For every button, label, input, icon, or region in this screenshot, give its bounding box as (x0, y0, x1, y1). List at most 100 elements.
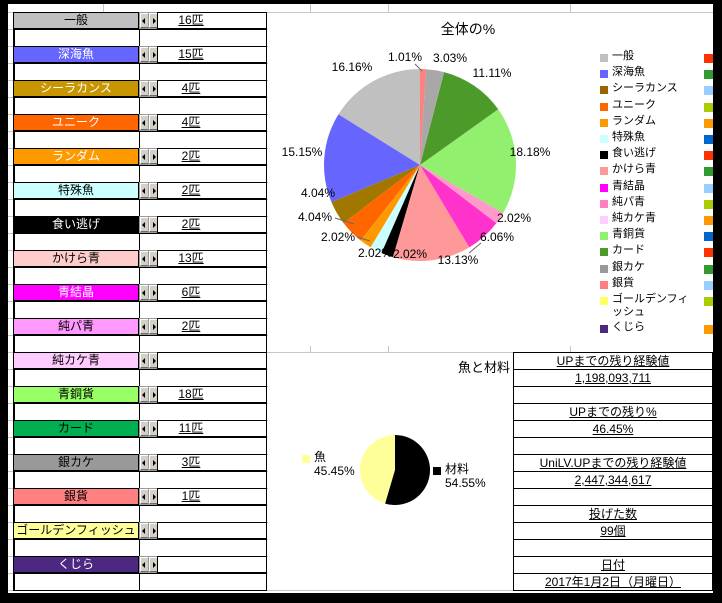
count-cell[interactable] (157, 352, 267, 369)
count-cell[interactable]: 3匹 (157, 454, 267, 471)
spin-decrement-button[interactable] (139, 420, 150, 437)
category-label-cell[interactable]: 銀貨 (13, 488, 139, 505)
spin-right-arrow-icon (153, 528, 156, 534)
legend-swatch (600, 280, 608, 289)
spin-decrement-button[interactable] (139, 522, 150, 539)
count-cell[interactable]: 2匹 (157, 318, 267, 335)
spin-left-arrow-icon (142, 222, 145, 228)
stat-value-cell[interactable]: 99個 (514, 523, 712, 539)
stat-box: 投げた数 99個 (513, 505, 713, 540)
count-cell[interactable] (157, 522, 267, 539)
spin-decrement-button[interactable] (139, 80, 150, 97)
count-value: 1匹 (181, 489, 201, 503)
count-cell[interactable]: 4匹 (157, 80, 267, 97)
count-cell[interactable]: 1匹 (157, 488, 267, 505)
spin-decrement-button[interactable] (139, 556, 150, 573)
spin-decrement-button[interactable] (139, 46, 150, 63)
legend-label: ゴールデンフィッシュ (612, 293, 689, 318)
count-cell[interactable]: 6匹 (157, 284, 267, 301)
stat-label-cell[interactable]: UPまでの残り% (514, 404, 712, 421)
legend-label: カード (612, 244, 645, 257)
category-label-cell[interactable]: 深海魚 (13, 46, 139, 63)
legend-extra-swatch (704, 280, 713, 290)
legend-extra-swatch (704, 199, 713, 209)
category-row: ランダム 2匹 (13, 148, 267, 165)
spin-left-arrow-icon (142, 494, 145, 500)
count-spinner (139, 420, 159, 437)
spin-decrement-button[interactable] (139, 284, 150, 301)
category-label-cell[interactable]: 純パ青 (13, 318, 139, 335)
count-cell[interactable]: 2匹 (157, 182, 267, 199)
spin-decrement-button[interactable] (139, 488, 150, 505)
table-border (266, 12, 267, 591)
stat-label-cell[interactable]: UniLV.UPまでの残り経験値 (514, 455, 712, 472)
stat-label-cell[interactable]: 日付 (514, 557, 712, 574)
legend-label: 純カケ青 (612, 212, 656, 224)
legend-label: 特殊魚 (612, 131, 645, 143)
count-cell[interactable]: 4匹 (157, 114, 267, 131)
category-label-cell[interactable]: ランダム (13, 148, 139, 165)
count-spinner (139, 12, 159, 29)
count-cell[interactable]: 15匹 (157, 46, 267, 63)
spin-decrement-button[interactable] (139, 182, 150, 199)
spin-decrement-button[interactable] (139, 12, 150, 29)
category-label-cell[interactable]: くじら (13, 556, 139, 573)
fish-material-chart-area[interactable] (268, 353, 513, 590)
category-label-cell[interactable]: シーラカンス (13, 80, 139, 97)
category-label-cell[interactable]: ユニーク (13, 114, 139, 131)
count-spinner (139, 284, 159, 301)
count-cell[interactable]: 2匹 (157, 148, 267, 165)
category-label-cell[interactable]: カード (13, 420, 139, 437)
legend-label: 青銅貨 (612, 228, 645, 241)
category-label-cell[interactable]: 銀カケ (13, 454, 139, 471)
count-spinner (139, 114, 159, 131)
category-label-cell[interactable]: 一般 (13, 12, 139, 29)
legend-swatch (600, 151, 608, 160)
spin-decrement-button[interactable] (139, 454, 150, 471)
stat-value-cell[interactable]: 1,198,093,711 (514, 370, 712, 386)
spin-left-arrow-icon (142, 562, 145, 568)
spin-decrement-button[interactable] (139, 216, 150, 233)
legend-extra-swatch (704, 70, 713, 80)
category-label-cell[interactable]: かけら青 (13, 250, 139, 267)
spin-decrement-button[interactable] (139, 114, 150, 131)
count-cell[interactable]: 13匹 (157, 250, 267, 267)
legend-label: かけら青 (612, 163, 656, 176)
spin-decrement-button[interactable] (139, 352, 150, 369)
pie-percent-label: 6.06% (479, 230, 515, 244)
legend-extra-swatch (704, 135, 713, 144)
stat-value-cell[interactable]: 2,447,344,617 (514, 472, 712, 488)
stat-gap-cell (513, 540, 713, 556)
stat-value-cell[interactable]: 46.45% (514, 421, 712, 437)
stat-label: UPまでの残り経験値 (556, 354, 670, 368)
spin-decrement-button[interactable] (139, 250, 150, 267)
count-cell[interactable]: 16匹 (157, 12, 267, 29)
category-row: 銀カケ 3匹 (13, 454, 267, 471)
count-cell[interactable]: 11匹 (157, 420, 267, 437)
spin-decrement-button[interactable] (139, 318, 150, 335)
stat-label-cell[interactable]: UPまでの残り経験値 (514, 353, 712, 370)
legend-swatch (600, 232, 608, 241)
legend-swatch (600, 183, 608, 192)
stat-label-cell[interactable]: 投げた数 (514, 506, 712, 523)
spin-left-arrow-icon (142, 120, 145, 126)
category-label-cell[interactable]: 特殊魚 (13, 182, 139, 199)
category-label-cell[interactable]: 青銅貨 (13, 386, 139, 403)
count-value: 2匹 (181, 217, 201, 231)
count-cell[interactable] (157, 556, 267, 573)
category-row: くじら (13, 556, 267, 573)
stat-value-cell[interactable]: 2017年1月2日（月曜日） (514, 574, 712, 590)
pie-percent-label: 2.02% (357, 246, 393, 260)
category-label-cell[interactable]: 青結晶 (13, 284, 139, 301)
count-cell[interactable]: 18匹 (157, 386, 267, 403)
count-spinner (139, 454, 159, 471)
count-value: 15匹 (178, 47, 204, 61)
category-label-cell[interactable]: ゴールデンフィッシュ (13, 522, 139, 539)
spin-decrement-button[interactable] (139, 386, 150, 403)
category-label-cell[interactable]: 純カケ青 (13, 352, 139, 369)
count-cell[interactable]: 2匹 (157, 216, 267, 233)
spin-left-arrow-icon (142, 18, 145, 24)
spin-decrement-button[interactable] (139, 148, 150, 165)
spin-right-arrow-icon (153, 460, 156, 466)
category-label-cell[interactable]: 食い逃げ (13, 216, 139, 233)
